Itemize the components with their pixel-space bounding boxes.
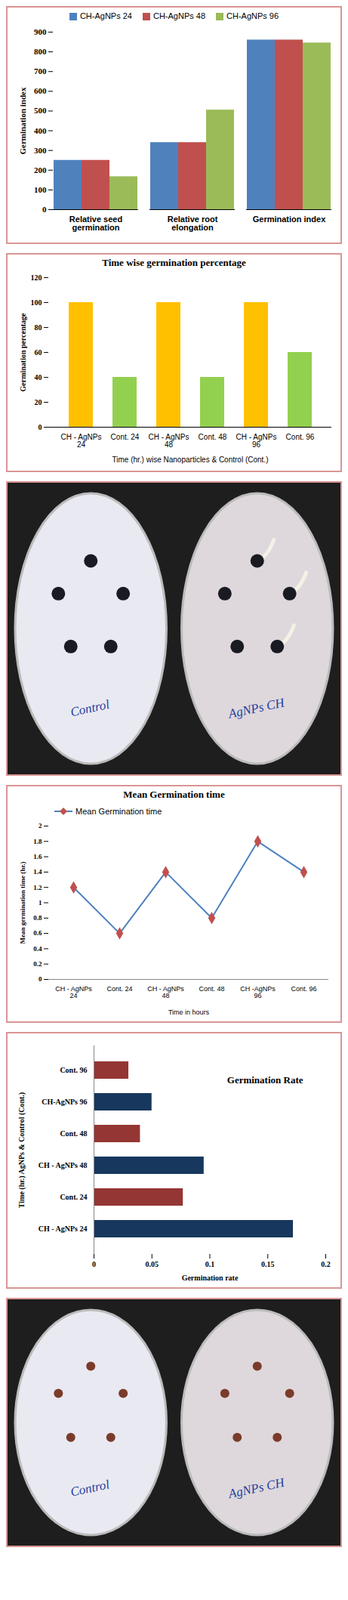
svg-text:Cont. 48: Cont. 48 [198, 432, 228, 441]
svg-text:1.2: 1.2 [33, 883, 43, 891]
svg-text:0: 0 [38, 422, 43, 432]
svg-text:CH - AgNPs96: CH - AgNPs96 [236, 432, 278, 449]
svg-text:Germination index: Germination index [18, 86, 28, 154]
svg-text:Control: Control [69, 1475, 111, 1499]
svg-text:1.4: 1.4 [33, 867, 43, 875]
svg-text:0.2: 0.2 [320, 1259, 331, 1268]
svg-text:400: 400 [33, 126, 47, 136]
html-text:Mean Germination time: Mean Germination time [75, 806, 162, 816]
svg-text:0.05: 0.05 [145, 1259, 160, 1268]
svg-text:CH - AgNPs24: CH - AgNPs24 [61, 432, 102, 449]
svg-text:Relative rootelongation: Relative rootelongation [167, 214, 219, 232]
html-text:Mean Germination time: Mean Germination time [123, 788, 225, 800]
html-text:Time wise germination percenta: Time wise germination percentage [102, 256, 246, 268]
svg-text:AgNPs CH: AgNPs CH [226, 1474, 287, 1501]
svg-text:0.8: 0.8 [33, 913, 43, 921]
svg-text:Cont. 48: Cont. 48 [198, 984, 225, 992]
html-text:CH-AgNPs 96: CH-AgNPs 96 [226, 11, 279, 21]
svg-text:100: 100 [33, 184, 47, 195]
svg-text:Control: Control [69, 696, 111, 720]
svg-text:AgNPs CH: AgNPs CH [226, 694, 287, 721]
svg-text:Germination percentage: Germination percentage [18, 312, 28, 392]
svg-text:900: 900 [33, 27, 47, 37]
svg-text:CH-AgNPs 96: CH-AgNPs 96 [41, 1096, 87, 1106]
svg-text:100: 100 [30, 298, 43, 307]
svg-text:0.15: 0.15 [261, 1259, 275, 1268]
svg-text:700: 700 [33, 66, 47, 76]
svg-text:0.1: 0.1 [205, 1259, 216, 1268]
svg-text:Time (hr.) AgNPs & Control (Co: Time (hr.) AgNPs & Control (Cont.) [17, 1091, 27, 1208]
svg-text:60: 60 [34, 348, 43, 357]
svg-text:Cont. 24: Cont. 24 [110, 432, 140, 441]
svg-text:0.4: 0.4 [33, 944, 43, 952]
svg-text:Germination index: Germination index [252, 214, 327, 224]
html-text:CH-AgNPs 48: CH-AgNPs 48 [153, 11, 206, 21]
svg-text:1.6: 1.6 [33, 852, 43, 860]
svg-text:Relative seedgermination: Relative seedgermination [69, 214, 123, 232]
svg-text:200: 200 [33, 165, 47, 175]
svg-text:0.2: 0.2 [33, 959, 43, 968]
svg-text:600: 600 [33, 86, 47, 96]
svg-text:CH - AgNPs 48: CH - AgNPs 48 [38, 1160, 88, 1169]
svg-text:Cont. 96: Cont. 96 [59, 1065, 87, 1074]
svg-text:Cont. 24: Cont. 24 [59, 1191, 87, 1201]
html-text:CH-AgNPs 24: CH-AgNPs 24 [79, 11, 133, 21]
svg-text:CH - AgNPs48: CH - AgNPs48 [147, 984, 185, 999]
svg-text:500: 500 [33, 105, 47, 115]
svg-text:Cont. 96: Cont. 96 [290, 984, 317, 992]
svg-text:0.6: 0.6 [33, 928, 43, 937]
svg-text:CH - AgNPs 24: CH - AgNPs 24 [38, 1223, 88, 1232]
svg-text:Time (hr.) wise Nanoparticles: Time (hr.) wise Nanoparticles & Control … [112, 455, 269, 464]
svg-text:0: 0 [38, 974, 43, 983]
svg-text:20: 20 [34, 397, 43, 407]
svg-text:CH - AgNPs48: CH - AgNPs48 [148, 432, 190, 449]
svg-text:Cont. 96: Cont. 96 [286, 432, 315, 441]
svg-text:CH - AgNPs24: CH - AgNPs24 [55, 984, 93, 999]
svg-text:120: 120 [30, 273, 43, 282]
svg-text:1.8: 1.8 [33, 837, 43, 845]
svg-text:Cont. 48: Cont. 48 [59, 1128, 87, 1137]
svg-text:2: 2 [38, 821, 43, 829]
svg-text:800: 800 [33, 46, 47, 56]
svg-text:300: 300 [33, 145, 47, 155]
svg-text:0: 0 [42, 204, 47, 214]
svg-text:Cont. 24: Cont. 24 [106, 984, 133, 992]
svg-text:0: 0 [92, 1259, 96, 1268]
svg-text:Time in hours: Time in hours [168, 1007, 210, 1016]
svg-text:80: 80 [34, 323, 43, 332]
svg-text:40: 40 [34, 372, 43, 382]
svg-text:Germination rate: Germination rate [181, 1272, 239, 1282]
svg-text:Germination Rate: Germination Rate [227, 1073, 304, 1085]
svg-text:CH -AgNPs96: CH -AgNPs96 [240, 984, 276, 999]
svg-text:Mean germination time (hr.): Mean germination time (hr.) [18, 860, 27, 943]
svg-text:1: 1 [38, 898, 43, 906]
